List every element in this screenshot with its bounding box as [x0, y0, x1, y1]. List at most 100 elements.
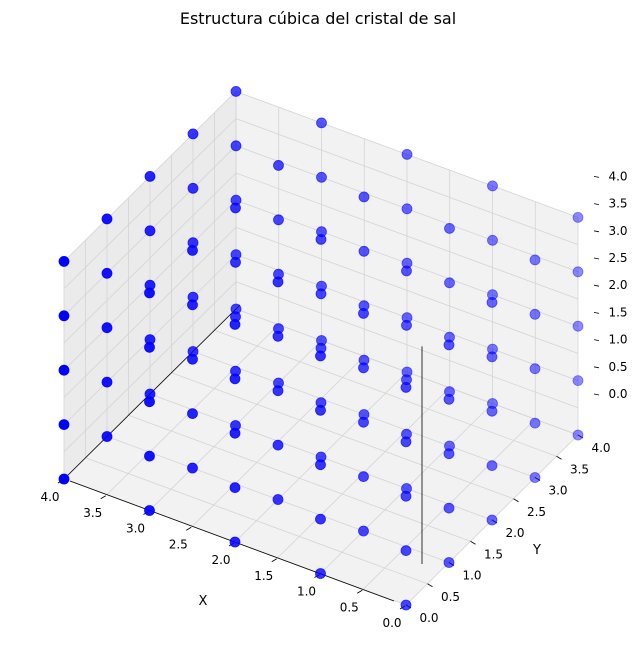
data-point — [400, 490, 412, 502]
z-tick-mark — [593, 339, 600, 341]
chart-title: Estructura cúbica del cristal de sal — [180, 9, 456, 28]
y-tick-mark — [470, 540, 476, 545]
data-point — [315, 568, 326, 579]
data-point — [316, 117, 327, 129]
data-point — [487, 180, 498, 192]
y-tick-mark — [577, 434, 584, 439]
data-point — [401, 265, 412, 277]
data-point — [315, 513, 326, 525]
z-tick-mark — [593, 176, 600, 178]
y-tick-label: 1.0 — [462, 569, 481, 583]
data-point — [529, 472, 541, 483]
data-point — [272, 276, 284, 288]
data-point — [443, 448, 455, 460]
data-point — [230, 256, 241, 268]
data-point — [101, 376, 113, 388]
data-point — [315, 459, 326, 471]
data-point — [358, 245, 370, 257]
grid-line — [235, 172, 579, 300]
data-point — [486, 351, 498, 363]
z-tick-mark — [593, 366, 600, 369]
data-point — [572, 266, 584, 278]
z-tick-label: 3.0 — [608, 224, 627, 238]
data-point — [101, 213, 113, 225]
y-tick-label: 0.0 — [419, 611, 438, 625]
data-point — [273, 159, 284, 171]
x-tick-label: 2.0 — [211, 553, 230, 567]
data-point — [58, 310, 70, 322]
y-tick-label: 3.5 — [570, 462, 589, 476]
data-point — [187, 244, 198, 256]
y-axis-label: Y — [532, 543, 541, 558]
data-point — [144, 287, 155, 299]
y-tick-mark — [513, 498, 519, 503]
data-point — [187, 299, 198, 311]
data-point — [486, 296, 498, 308]
data-point — [272, 330, 284, 342]
data-point — [272, 439, 284, 451]
data-point — [229, 373, 241, 385]
data-point — [229, 427, 241, 439]
data-point — [144, 170, 156, 182]
data-point — [187, 128, 199, 140]
data-point — [230, 140, 242, 152]
data-point — [529, 363, 541, 375]
data-point — [101, 322, 113, 334]
data-point — [144, 450, 155, 462]
data-point — [443, 393, 455, 405]
data-point — [229, 482, 241, 494]
data-point — [272, 494, 284, 505]
grid-line — [171, 372, 514, 500]
tick-labels: 0.00.51.01.52.02.53.03.54.00.00.51.01.52… — [40, 169, 627, 630]
z-tick-label: 0.0 — [608, 387, 627, 401]
z-tick-mark — [593, 230, 600, 233]
data-point — [401, 319, 412, 331]
data-point — [187, 462, 198, 474]
x-tick-label: 2.5 — [169, 537, 188, 551]
data-point — [358, 525, 369, 537]
data-point — [58, 419, 70, 431]
data-point — [144, 225, 156, 237]
y-tick-label: 0.5 — [441, 590, 460, 604]
data-point — [486, 460, 498, 472]
data-point — [230, 202, 241, 214]
y-tick-label: 2.0 — [505, 526, 524, 540]
data-point — [443, 502, 455, 514]
data-point — [487, 234, 498, 246]
x-tick-mark — [186, 526, 192, 531]
z-tick-label: 2.5 — [608, 251, 627, 265]
data-point — [144, 341, 155, 353]
data-point — [273, 214, 284, 226]
data-point — [401, 148, 413, 160]
data-point — [316, 171, 327, 183]
data-point — [572, 320, 584, 332]
y-tick-label: 3.0 — [548, 484, 567, 498]
x-tick-label: 0.0 — [382, 616, 401, 630]
grid-line — [214, 329, 557, 457]
data-point — [58, 255, 70, 267]
y-tick-label: 2.5 — [527, 505, 546, 519]
data-point — [572, 375, 584, 387]
y-tick-mark — [556, 455, 562, 460]
x-tick-label: 3.5 — [83, 506, 102, 520]
data-point — [486, 405, 498, 417]
y-tick-label: 1.5 — [484, 547, 503, 561]
data-point — [358, 307, 369, 319]
data-point — [444, 222, 455, 234]
data-point — [358, 471, 369, 483]
x-tick-label: 0.5 — [340, 600, 359, 614]
x-tick-mark — [100, 495, 106, 500]
x-tick-label: 4.0 — [40, 490, 59, 504]
z-tick-mark — [593, 203, 600, 205]
x-tick-label: 1.0 — [297, 585, 316, 599]
data-point — [444, 277, 455, 289]
data-point — [400, 381, 412, 393]
data-point — [229, 318, 241, 330]
data-point — [187, 353, 198, 365]
z-tick-mark — [593, 393, 600, 396]
data-point — [529, 254, 541, 266]
data-point — [443, 557, 455, 568]
data-point — [101, 431, 113, 442]
x-tick-mark — [357, 589, 363, 594]
